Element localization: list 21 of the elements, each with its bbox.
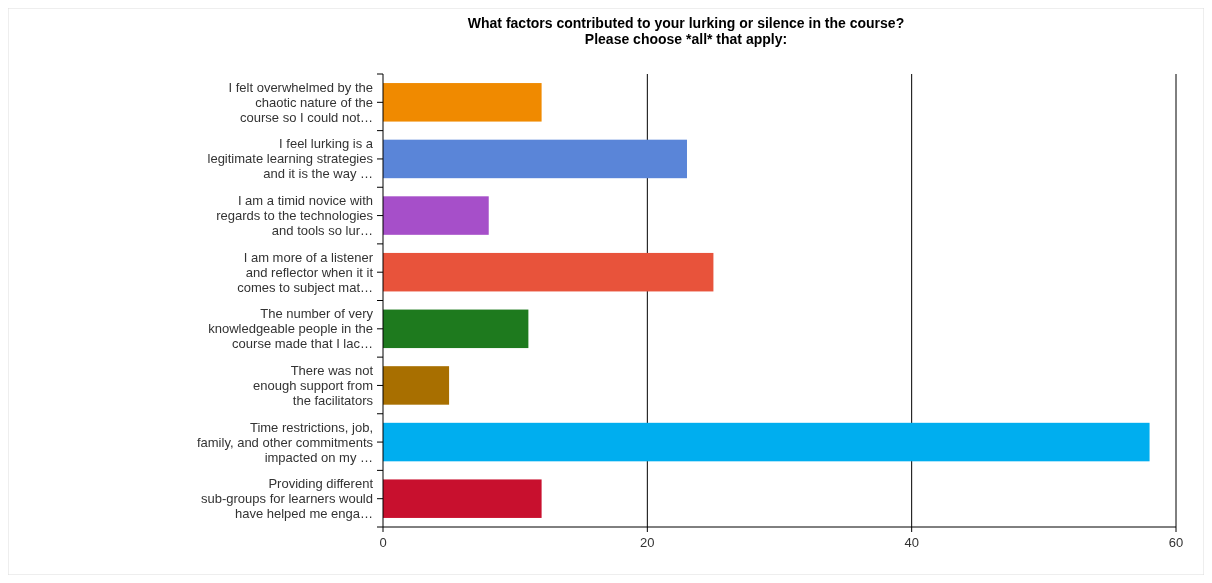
- y-tick-label: There was not enough support from the facilitators: [253, 362, 374, 408]
- bar: [383, 196, 489, 235]
- y-tick-label: Providing different sub-groups for learners would have helped me enga…: [201, 476, 374, 522]
- bar: [383, 83, 542, 122]
- bar: [383, 252, 714, 292]
- x-tick-label: 40: [904, 535, 919, 550]
- bar: [383, 309, 529, 349]
- y-tick-label: I am a timid novice with regards to the technologies and tools so lur…: [216, 193, 374, 239]
- x-tick-label: 0: [379, 535, 387, 550]
- x-tick-label: 60: [1168, 535, 1184, 550]
- bar: [383, 366, 450, 405]
- y-tick-label: I felt overwhelmed by the chaotic nature of the course so I could not…: [228, 79, 373, 125]
- bar: [383, 139, 687, 179]
- y-tick-label: The number of very knowledgeable people in the course made that I lac…: [208, 306, 374, 352]
- bar: [383, 422, 1150, 462]
- y-tick-label: Time restrictions, job, family, and other commitments impacted on my …: [196, 419, 374, 465]
- x-tick-label: 20: [640, 535, 655, 550]
- chart-title: What factors contributed to your lurking or silence in the course? Please choose *all* that apply:: [467, 15, 905, 47]
- bar: [383, 479, 542, 518]
- y-tick-label: I feel lurking is a legitimate learning strategies and it is the way …: [207, 136, 374, 182]
- y-tick-label: I am more of a listener and reflector when it it comes to subject mat…: [237, 249, 374, 295]
